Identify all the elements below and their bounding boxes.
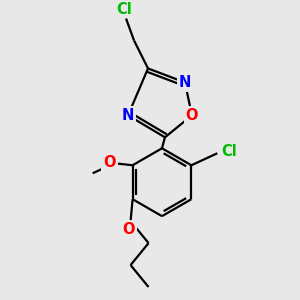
Text: N: N bbox=[179, 75, 191, 90]
Text: O: O bbox=[122, 222, 135, 237]
Text: O: O bbox=[103, 155, 116, 170]
Text: Cl: Cl bbox=[221, 144, 237, 159]
Text: O: O bbox=[186, 108, 198, 123]
Text: Cl: Cl bbox=[116, 2, 132, 17]
Text: N: N bbox=[122, 108, 134, 123]
